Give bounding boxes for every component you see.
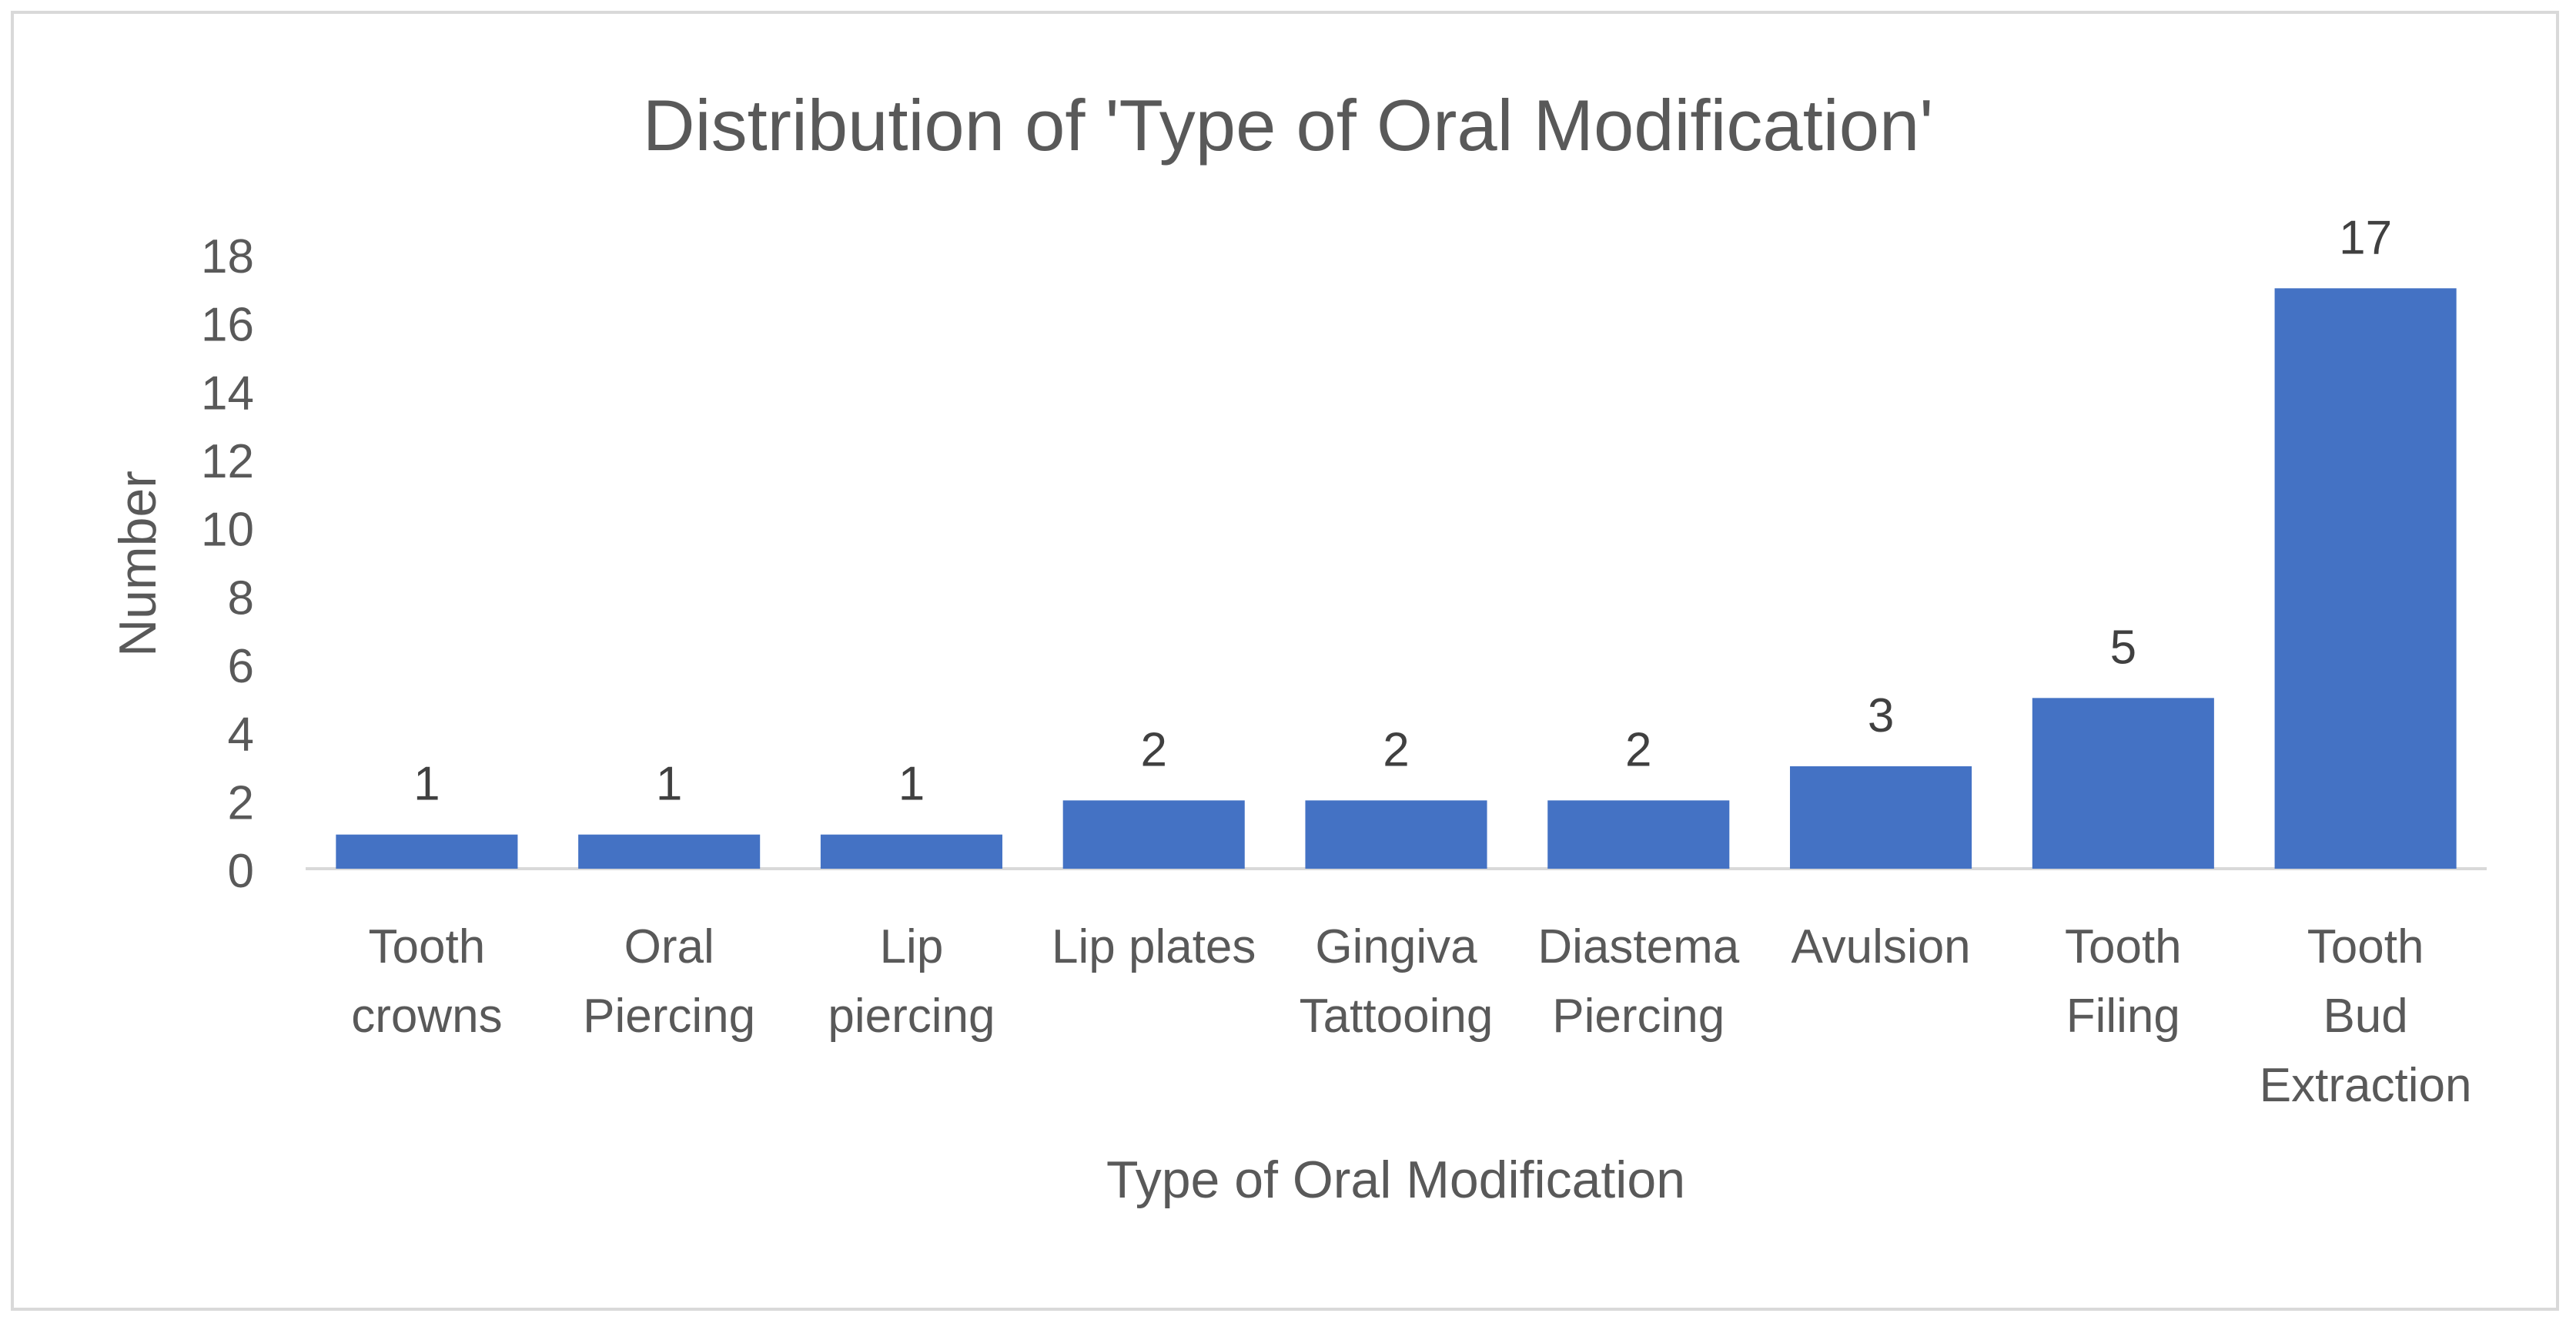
data-labels: 1 1 1 2 2 2 3 5 17	[413, 211, 2392, 810]
x-axis-title: Type of Oral Modification	[1106, 1151, 1685, 1209]
y-tick-label: 10	[201, 504, 254, 557]
bar	[2274, 288, 2457, 869]
data-label: 1	[898, 758, 925, 811]
data-label: 2	[1140, 723, 1166, 776]
x-tick-label: Tooth Bud Extraction	[2260, 920, 2472, 1112]
data-label: 1	[413, 758, 440, 811]
data-label: 5	[2110, 621, 2136, 674]
bar	[820, 834, 1002, 869]
x-tick-label: Tooth crowns	[351, 920, 502, 1043]
y-tick-label: 12	[201, 435, 254, 488]
y-tick-label: 14	[201, 367, 254, 420]
y-tick-label: 18	[201, 230, 254, 283]
y-tick-label: 0	[228, 845, 254, 898]
chart-title: Distribution of 'Type of Oral Modificati…	[643, 85, 1933, 166]
bar	[1305, 800, 1487, 869]
x-axis-tick-labels: Tooth crowns Oral Piercing Lip piercing Lip pl…	[351, 920, 2471, 1112]
y-tick-label: 2	[228, 776, 254, 829]
chart-frame	[11, 11, 2559, 1311]
data-label: 2	[1383, 723, 1409, 776]
x-tick-label: Tooth Filing	[2065, 920, 2182, 1043]
y-tick-label: 16	[201, 299, 254, 352]
bar	[1790, 766, 1972, 869]
bar	[1062, 800, 1245, 869]
y-axis-ticks: 0 2 4 6 8 10 12 14 16 18	[201, 230, 254, 898]
x-tick-label: Diastema Piercing	[1537, 920, 1739, 1043]
bar	[578, 834, 761, 869]
y-tick-label: 4	[228, 709, 254, 762]
data-label: 1	[656, 758, 682, 811]
data-label: 3	[1868, 689, 1894, 742]
x-tick-label: Avulsion	[1791, 920, 1970, 973]
x-tick-label: Lip piercing	[828, 920, 995, 1043]
y-axis-title: Number	[109, 471, 167, 657]
y-tick-label: 8	[228, 571, 254, 625]
bar	[1547, 800, 1730, 869]
data-label: 2	[1625, 723, 1651, 776]
bars	[336, 288, 2457, 869]
x-tick-label: Gingiva Tattooing	[1300, 920, 1494, 1043]
bar	[336, 834, 518, 869]
x-tick-label: Lip plates	[1052, 920, 1256, 973]
bar	[2032, 698, 2214, 869]
data-label: 17	[2339, 211, 2392, 264]
y-tick-label: 6	[228, 640, 254, 693]
x-tick-label: Oral Piercing	[583, 920, 755, 1043]
